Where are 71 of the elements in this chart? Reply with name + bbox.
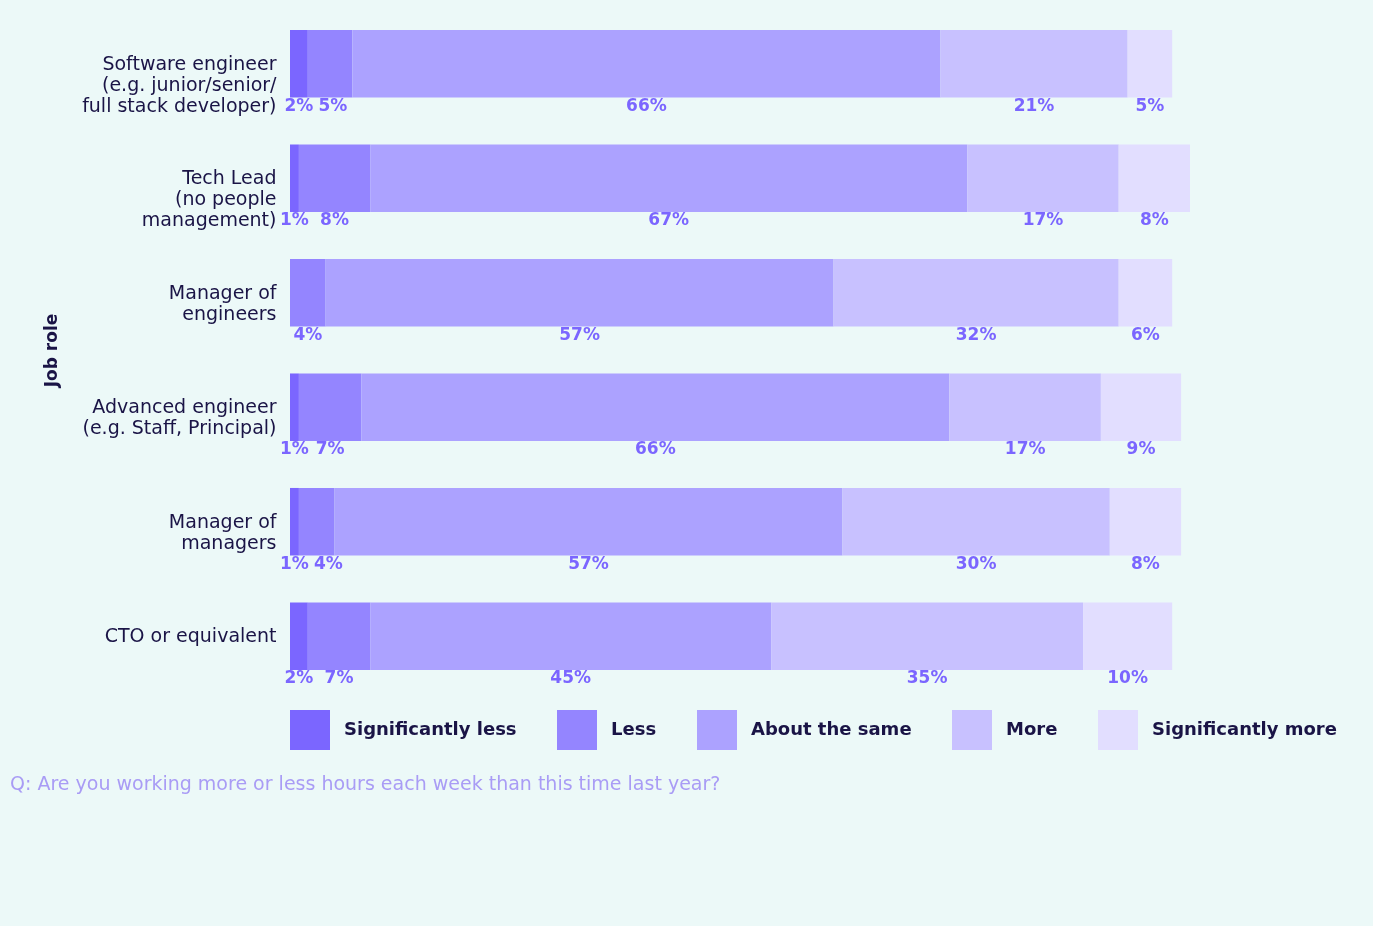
y-tick-label: Software engineer (e.g. junior/senior/ full stack developer)	[82, 51, 278, 116]
bar	[361, 373, 950, 442]
data-label: 6%	[1131, 323, 1160, 344]
y-tick-label: Manager of engineers	[168, 280, 278, 324]
bar	[334, 487, 843, 556]
data-label: 4%	[293, 323, 323, 344]
data-label: 8%	[320, 209, 349, 230]
bar	[325, 258, 834, 327]
legend-label: Significantly more	[1152, 718, 1337, 739]
data-label: 57%	[559, 323, 600, 344]
data-label: 57%	[568, 552, 609, 573]
bar	[833, 258, 1119, 327]
data-label: 21%	[1013, 94, 1055, 115]
bar	[967, 144, 1119, 213]
y-tick-label: Tech Lead (no people management)	[141, 166, 277, 231]
data-label: 5%	[1135, 94, 1165, 115]
bar	[370, 602, 772, 670]
data-label: 1%	[280, 209, 309, 230]
data-label: 7%	[324, 667, 354, 688]
bar	[290, 373, 299, 442]
data-label: 66%	[634, 438, 676, 459]
data-label: 5%	[318, 94, 348, 115]
bar	[949, 373, 1101, 442]
data-label: 1%	[280, 438, 309, 459]
bar	[290, 258, 326, 327]
bar	[307, 30, 353, 98]
y-axis-title: Job role	[40, 313, 61, 389]
data-label: 17%	[1004, 438, 1046, 459]
data-label: 9%	[1126, 438, 1156, 459]
data-label: 7%	[315, 438, 345, 459]
bar	[298, 487, 335, 556]
data-label: 35%	[906, 667, 948, 688]
legend-label: Less	[611, 718, 657, 739]
bar	[771, 602, 1084, 670]
bar	[1109, 487, 1182, 556]
bar	[1118, 258, 1173, 327]
bar	[1083, 602, 1173, 670]
bar	[370, 144, 968, 213]
bar	[1127, 30, 1173, 98]
bar	[290, 487, 299, 556]
data-label: 45%	[550, 667, 592, 688]
data-label: 1%	[280, 552, 309, 573]
bar	[307, 602, 371, 670]
data-label: 10%	[1107, 667, 1148, 688]
legend-label: About the same	[751, 718, 912, 739]
data-label: 2%	[284, 667, 314, 688]
legend-label: Significantly less	[344, 718, 517, 739]
bar	[298, 144, 371, 213]
bar	[298, 373, 362, 442]
bar	[290, 602, 308, 670]
y-tick-label: Advanced engineer (e.g. Staff, Principal)	[82, 395, 277, 439]
bar	[290, 144, 299, 213]
data-label: 32%	[955, 323, 997, 344]
y-tick-label: Manager of managers	[168, 509, 278, 553]
data-label: 4%	[314, 552, 343, 573]
bar	[290, 30, 308, 98]
bar	[352, 30, 941, 98]
bar	[1118, 144, 1190, 213]
data-label: 8%	[1131, 552, 1160, 573]
data-label: 67%	[648, 209, 690, 230]
bar	[1100, 373, 1182, 442]
legend-label: More	[1006, 718, 1058, 739]
data-label: 2%	[284, 94, 314, 115]
bar	[940, 30, 1128, 98]
y-tick-label: CTO or equivalent	[104, 624, 277, 647]
data-label: 17%	[1022, 209, 1064, 230]
data-label: 8%	[1139, 209, 1169, 230]
bar	[842, 487, 1110, 556]
data-label: 30%	[955, 552, 997, 573]
data-label: 66%	[626, 94, 667, 115]
text: Q: Are you working more or less hours each week than this time last year?	[10, 772, 721, 794]
